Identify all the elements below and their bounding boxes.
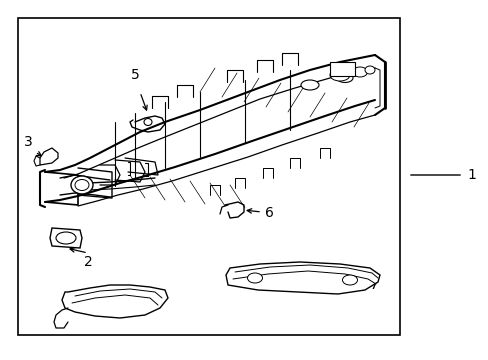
Ellipse shape [364,66,374,74]
Polygon shape [50,228,82,248]
Text: 5: 5 [130,68,139,82]
Text: 7: 7 [369,278,378,292]
Ellipse shape [336,73,352,82]
Text: 4: 4 [63,291,72,305]
Text: 6: 6 [264,206,273,220]
Ellipse shape [71,176,93,194]
Ellipse shape [301,80,318,90]
Ellipse shape [352,67,367,77]
Polygon shape [62,285,168,318]
Ellipse shape [342,275,357,285]
FancyBboxPatch shape [329,62,354,76]
Ellipse shape [143,118,152,126]
Text: 3: 3 [23,135,32,149]
Ellipse shape [329,69,349,81]
Ellipse shape [56,232,76,244]
Ellipse shape [247,273,262,283]
Ellipse shape [75,180,89,190]
Text: 2: 2 [83,255,92,269]
Polygon shape [40,148,58,165]
Bar [18,18,399,335]
Polygon shape [225,262,379,294]
Text: 1: 1 [466,168,475,182]
